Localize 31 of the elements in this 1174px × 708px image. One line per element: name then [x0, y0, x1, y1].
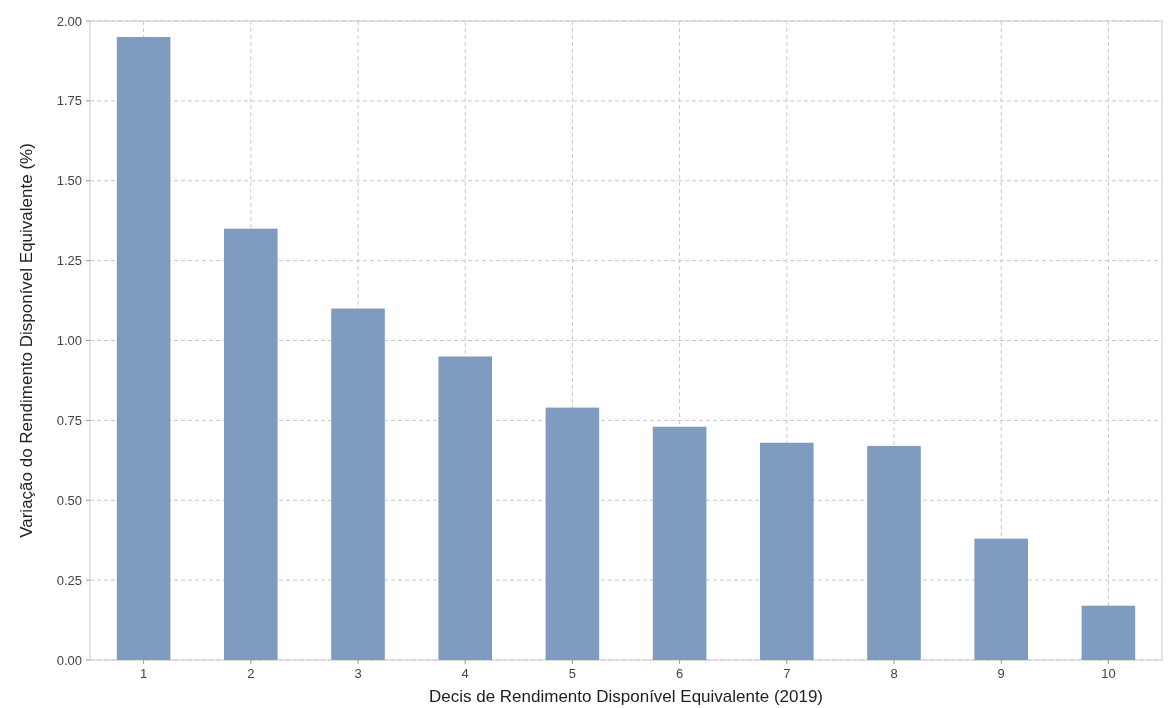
- x-tick-label: 3: [354, 666, 362, 681]
- y-tick-label: 0.25: [56, 572, 82, 588]
- bar: [1081, 605, 1136, 660]
- bar: [974, 538, 1028, 660]
- y-tick-label: 0.50: [56, 492, 82, 508]
- bar: [652, 426, 707, 660]
- y-tick-label: 0.75: [56, 412, 82, 428]
- x-tick-label: 8: [890, 666, 898, 681]
- y-tick-label: 2.00: [56, 13, 82, 29]
- x-tick-label: 6: [675, 666, 684, 681]
- y-tick-label: 1.75: [56, 93, 82, 109]
- x-tick-label: 2: [247, 666, 255, 681]
- bar: [224, 228, 278, 660]
- x-tick-label: 5: [568, 666, 577, 681]
- bar: [116, 36, 171, 660]
- y-tick-label: 0.00: [56, 652, 82, 668]
- x-axis-title: Decis de Rendimento Disponível Equivalente (2019): [428, 687, 824, 706]
- bar: [867, 445, 921, 660]
- x-tick-label: 9: [997, 666, 1005, 681]
- x-tick-label: 10: [1101, 666, 1116, 681]
- bar: [760, 442, 814, 660]
- x-tick-label: 4: [461, 666, 469, 681]
- y-tick-label: 1.50: [56, 173, 82, 189]
- bar: [331, 308, 385, 660]
- y-tick-label: 1.00: [56, 333, 82, 349]
- y-tick-label: 1.25: [56, 253, 82, 269]
- y-axis-title: Variação do Rendimento Disponível Equivalente (%): [17, 143, 36, 538]
- x-tick-label: 1: [139, 666, 148, 681]
- bar: [545, 407, 600, 660]
- x-tick-label: 7: [783, 666, 791, 681]
- bar: [438, 356, 492, 660]
